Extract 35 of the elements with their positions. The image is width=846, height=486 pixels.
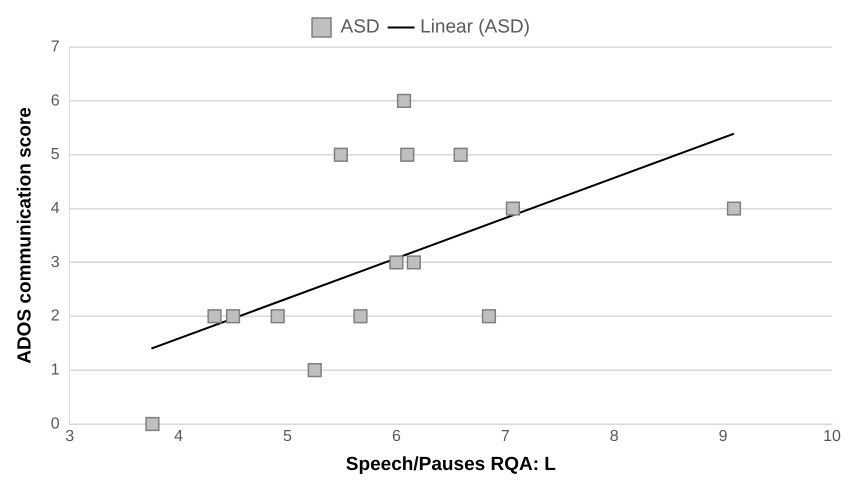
x-tick-label: 3 <box>65 428 74 446</box>
x-tick-label: 9 <box>718 428 728 446</box>
x-axis-title: Speech/Pauses RQA: L <box>346 454 556 475</box>
y-axis-title: ADOS communication score <box>14 107 36 364</box>
point <box>506 201 520 216</box>
y-tick-label: 5 <box>50 146 60 164</box>
legend-label: Linear (ASD) <box>420 16 530 38</box>
y-tick-label: 4 <box>50 200 60 217</box>
y-tick-label: 3 <box>50 254 60 271</box>
point <box>482 309 496 324</box>
point <box>270 309 285 324</box>
x-tick-label: 7 <box>500 428 510 446</box>
point <box>406 255 421 270</box>
point <box>353 309 368 324</box>
x-tick-label: 5 <box>283 428 292 446</box>
x-tick-label: 8 <box>610 428 619 446</box>
point <box>226 309 240 324</box>
x-tick-label: 10 <box>823 428 841 446</box>
x-tick-label: 6 <box>392 428 401 446</box>
y-tick-label: 6 <box>50 92 60 110</box>
point <box>726 201 742 216</box>
point <box>145 416 160 432</box>
point <box>334 148 348 162</box>
x-tick-label: 4 <box>174 428 184 446</box>
y-tick-label: 2 <box>50 308 60 325</box>
point <box>389 255 404 270</box>
point <box>454 148 468 162</box>
y-tick-label: 7 <box>50 38 60 56</box>
legend-label: ASD <box>340 16 380 38</box>
point <box>396 94 412 108</box>
point <box>207 309 222 324</box>
y-tick-label: 1 <box>50 362 60 379</box>
y-tick-label: 0 <box>50 415 60 432</box>
point <box>400 148 414 162</box>
point <box>308 363 322 378</box>
